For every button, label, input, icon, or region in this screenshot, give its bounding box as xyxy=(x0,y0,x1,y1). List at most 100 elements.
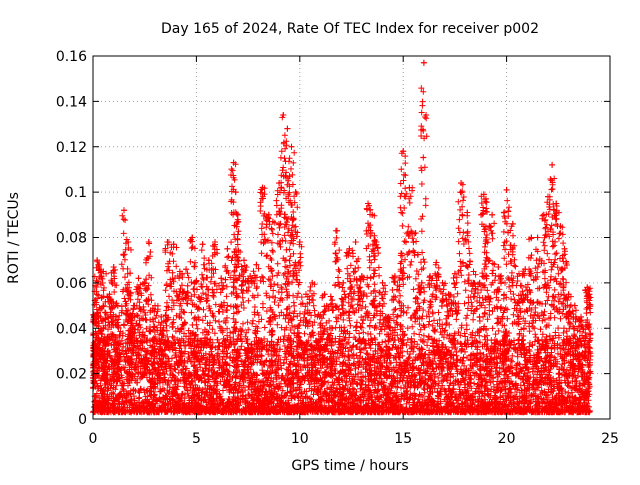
data-point-peak xyxy=(420,59,427,66)
data-point-peak xyxy=(135,275,142,282)
data-point-peak xyxy=(528,234,535,241)
data-point-peak xyxy=(458,180,465,187)
data-point-peak xyxy=(96,261,103,268)
data-point-peak xyxy=(321,291,328,298)
data-point-peak xyxy=(276,180,283,187)
data-point-peak xyxy=(280,111,287,118)
data-point-peak xyxy=(125,239,132,246)
data-point-peak xyxy=(540,211,547,218)
y-tick-label: 0.14 xyxy=(56,94,87,110)
data-point-peak xyxy=(553,200,560,207)
data-point-peak xyxy=(509,220,516,227)
data-point-peak xyxy=(121,207,128,214)
data-point-peak xyxy=(114,302,121,309)
data-point-peak xyxy=(131,302,138,309)
data-point-peak xyxy=(296,239,303,246)
data-point-peak xyxy=(189,234,196,241)
data-point-peak xyxy=(418,279,425,286)
data-point-peak xyxy=(501,307,508,314)
data-point-peak xyxy=(224,245,231,252)
data-point-peak xyxy=(534,234,541,241)
x-tick-label: 25 xyxy=(601,431,619,447)
data-point-peak xyxy=(127,311,134,318)
data-point-peak xyxy=(286,173,293,180)
data-point-peak xyxy=(516,270,523,277)
data-point-peak xyxy=(476,279,483,286)
data-point-peak xyxy=(503,186,510,193)
grid-lines xyxy=(93,56,610,419)
data-point-peak xyxy=(373,239,380,246)
data-point-peak xyxy=(218,275,225,282)
data-point-peak xyxy=(445,291,452,298)
data-point-peak xyxy=(391,273,398,280)
data-point-peak xyxy=(340,279,347,286)
data-point-peak xyxy=(578,313,585,320)
y-tick-label: 0.16 xyxy=(56,49,87,65)
data-point-peak xyxy=(303,291,310,298)
data-point-peak xyxy=(464,209,471,216)
data-point-peak xyxy=(451,270,458,277)
data-point-peak xyxy=(365,200,372,207)
data-point-peak xyxy=(398,250,405,257)
data-point-peak xyxy=(164,239,171,246)
data-point-peak xyxy=(385,313,392,320)
data-point-peak xyxy=(265,211,272,218)
data-point-peak xyxy=(199,241,206,248)
x-tick-label: 10 xyxy=(291,431,309,447)
data-point-peak xyxy=(170,241,177,248)
x-tick-label: 0 xyxy=(89,431,98,447)
data-point-peak xyxy=(433,259,440,266)
data-point-peak xyxy=(247,273,254,280)
x-tick-label: 20 xyxy=(498,431,516,447)
y-axis-label: ROTI / TECUs xyxy=(6,192,22,284)
data-point-peak xyxy=(240,257,247,264)
data-point-peak xyxy=(288,143,295,150)
data-point-peak xyxy=(369,211,376,218)
data-point-peak xyxy=(584,284,591,291)
data-point-peak xyxy=(212,239,219,246)
data-point-peak xyxy=(193,277,200,284)
y-tick-label: 0.02 xyxy=(56,367,87,383)
x-axis-label: GPS time / hours xyxy=(291,458,408,474)
data-point-peak xyxy=(400,148,407,155)
data-point-peak xyxy=(110,263,117,270)
data-point-peak xyxy=(412,229,419,236)
x-axis: 0 5 10 15 20 25 xyxy=(89,56,619,447)
data-point-peak xyxy=(586,291,593,298)
data-point-peak xyxy=(102,316,109,323)
chart-title: Day 165 of 2024, Rate Of TEC Index for r… xyxy=(161,21,539,37)
y-tick-label: 0.1 xyxy=(65,185,87,201)
data-point-peak xyxy=(309,279,316,286)
data-point-peak xyxy=(152,302,159,309)
y-tick-label: 0.12 xyxy=(56,140,87,156)
data-point-peak xyxy=(561,245,568,252)
data-point-peak xyxy=(379,279,386,286)
data-point-peak xyxy=(482,195,489,202)
x-tick-label: 5 xyxy=(192,431,201,447)
y-tick-label: 0 xyxy=(78,412,87,428)
data-point-peak xyxy=(495,263,502,270)
x-tick-label: 15 xyxy=(394,431,412,447)
data-point-peak xyxy=(470,268,477,275)
data-point-peak xyxy=(544,193,551,200)
data-point-peak xyxy=(284,125,291,132)
data-point-peak xyxy=(557,223,564,230)
data-point-peak xyxy=(571,302,578,309)
data-point-peak xyxy=(439,279,446,286)
data-point-peak xyxy=(106,291,113,298)
data-point-peak xyxy=(141,279,148,286)
data-point-peak xyxy=(94,257,101,264)
y-tick-label: 0.04 xyxy=(56,321,87,337)
y-tick-label: 0.08 xyxy=(56,231,87,247)
data-point-peak xyxy=(327,293,334,300)
data-point-peak xyxy=(549,161,556,168)
data-point-peak xyxy=(91,311,98,318)
data-point-peak xyxy=(292,189,299,196)
data-point-peak xyxy=(315,311,322,318)
data-point-peak xyxy=(346,245,353,252)
data-point-peak xyxy=(259,184,266,191)
data-point-peak xyxy=(183,266,190,273)
data-point-peak xyxy=(234,211,241,218)
data-points xyxy=(90,59,594,416)
data-point-peak xyxy=(158,313,165,320)
